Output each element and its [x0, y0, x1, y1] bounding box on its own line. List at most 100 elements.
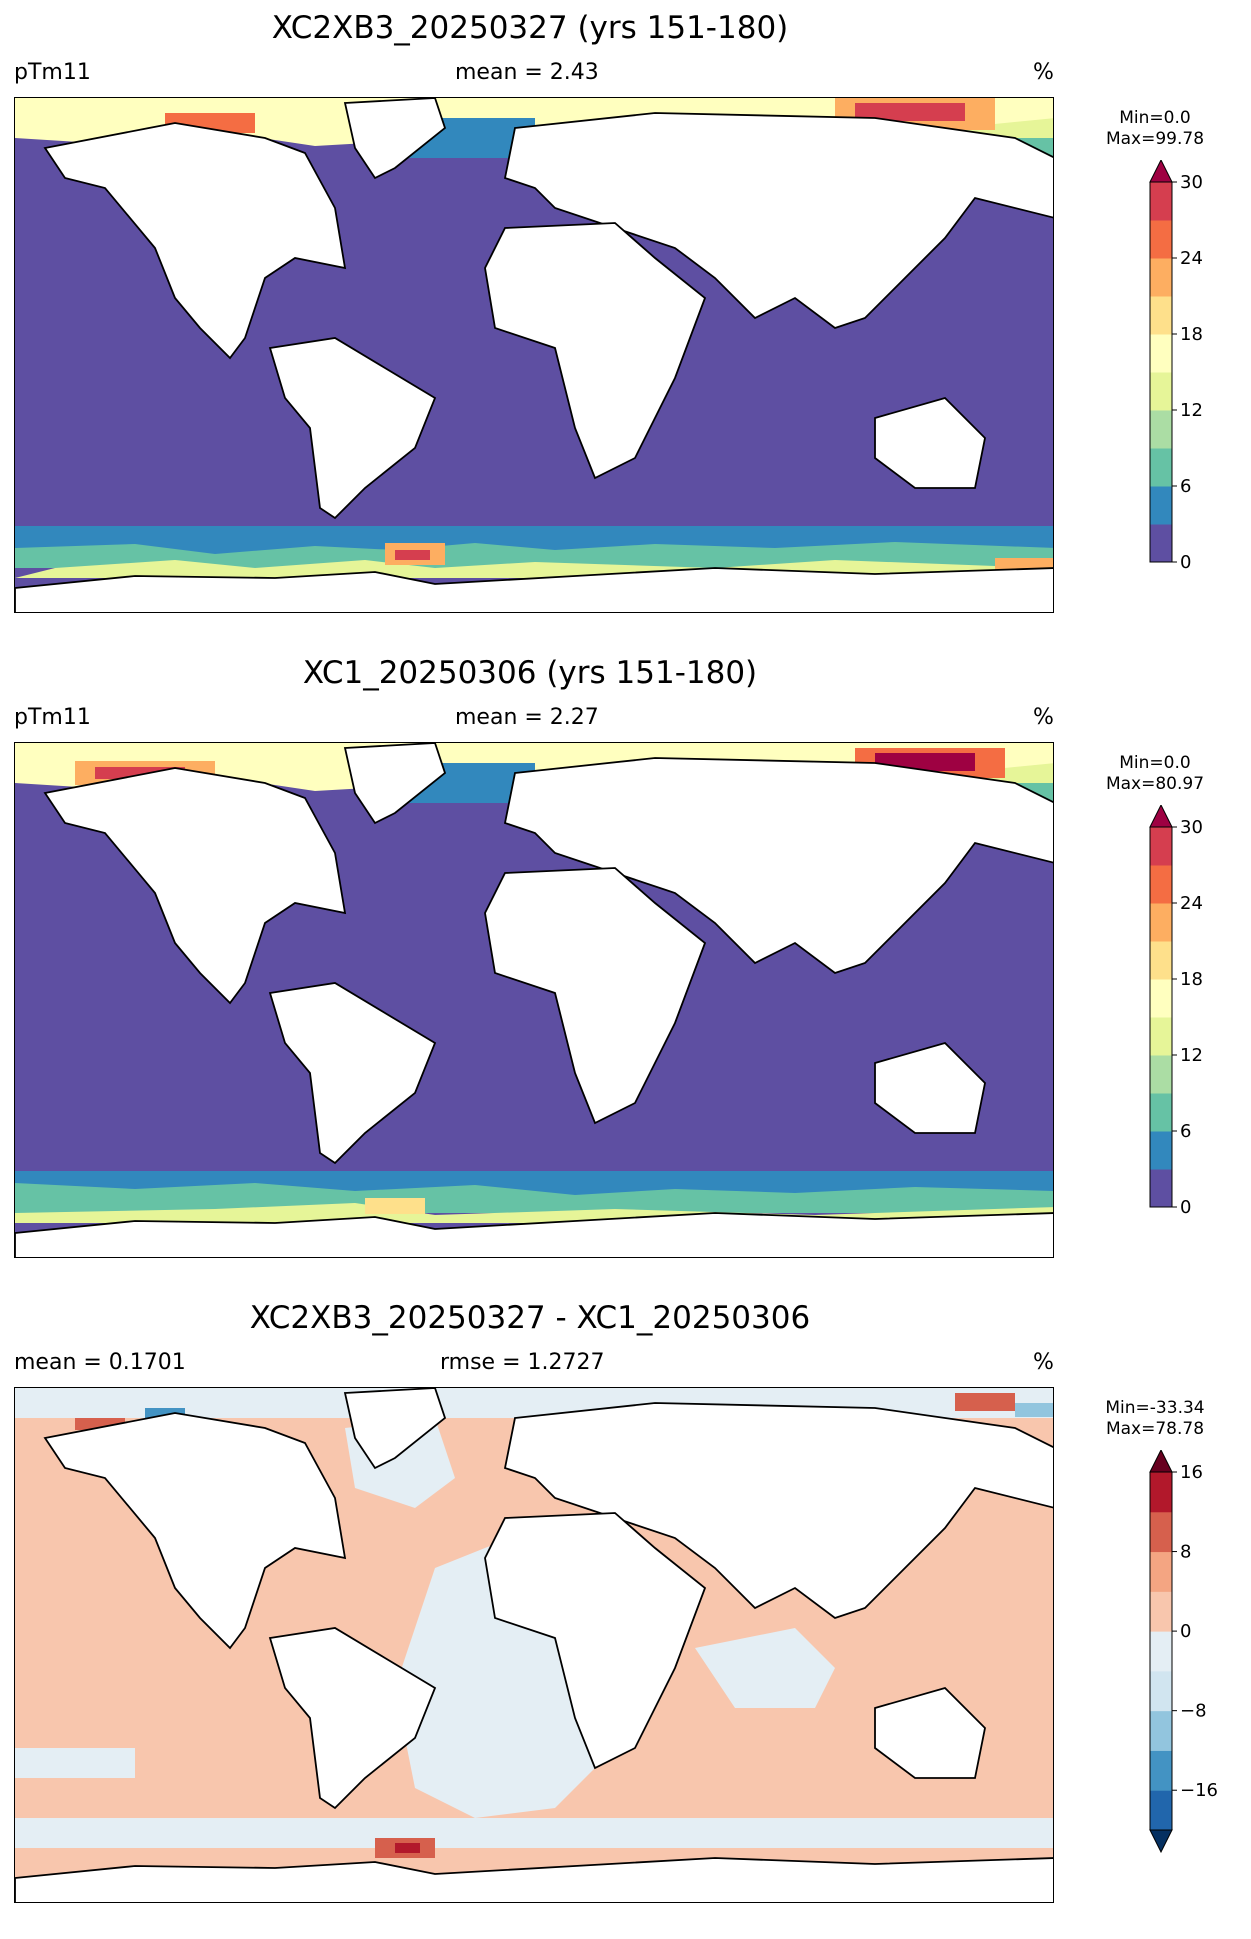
- south-america: [268, 337, 437, 520]
- world-map: [14, 97, 1054, 613]
- landmasses: [15, 98, 1053, 612]
- units-label: %: [1033, 60, 1054, 85]
- colorbar-tick-label: −16: [1180, 1780, 1218, 1801]
- colorbar-segment: [1150, 1093, 1172, 1132]
- colorbar-segment: [1150, 979, 1172, 1018]
- colorbar-tick-label: 24: [1180, 248, 1203, 269]
- mean-label: mean = 2.43: [455, 60, 599, 85]
- colorbar: 0 6 12 18 24 30: [1130, 158, 1203, 574]
- colorbar-tick-label: 0: [1180, 552, 1191, 570]
- panel-title: XC2XB3_20250327 (yrs 151-180): [271, 10, 789, 46]
- colorbar-tick-label: 18: [1180, 969, 1203, 990]
- colorbar-tick-label: 12: [1180, 400, 1203, 421]
- near-zero-region: [695, 1628, 835, 1708]
- colorbar-segment: [1150, 410, 1172, 449]
- colorbar-segment: [1150, 1055, 1172, 1094]
- mean-label: mean = 2.27: [455, 705, 599, 730]
- min-max-label: Min=0.0 Max=99.78: [1080, 108, 1230, 150]
- panel-title: XC1_20250306 (yrs 151-180): [302, 655, 758, 691]
- colorbar-segment: [1150, 1790, 1172, 1831]
- colorbar-segment: [1150, 1169, 1172, 1208]
- southern-band: [15, 1183, 1053, 1213]
- southern-band: [15, 542, 1053, 568]
- arctic-hotspot: [855, 103, 965, 121]
- south-america: [268, 1627, 437, 1810]
- world-map: [14, 742, 1054, 1258]
- colorbar-tick-label: −8: [1180, 1701, 1207, 1722]
- africa: [484, 222, 707, 480]
- colorbar: 0 6 12 18 24 30: [1130, 803, 1203, 1219]
- colorbar-tick-label: 16: [1180, 1462, 1203, 1483]
- panel-title: XC2XB3_20250327 - XC1_20250306: [249, 1300, 811, 1336]
- units-label: %: [1033, 705, 1054, 730]
- colorbar-svg: −16 −8 0 8 16: [1149, 1448, 1218, 1854]
- colorbar-tick-label: 18: [1180, 324, 1203, 345]
- max-value: Max=78.78: [1105, 1419, 1205, 1439]
- colorbar-segment: [1150, 1017, 1172, 1056]
- colorbar-outline: [1149, 1471, 1173, 1831]
- australia: [874, 1041, 986, 1134]
- north-america: [43, 767, 347, 1005]
- colorbar-segment: [1150, 1670, 1172, 1712]
- world-map: [14, 1387, 1054, 1903]
- eurasia: [503, 1402, 1053, 1620]
- colorbar-segment: [1150, 1750, 1172, 1791]
- max-value: Max=80.97: [1105, 774, 1205, 794]
- australia: [874, 396, 986, 489]
- colorbar-segment: [1150, 1631, 1172, 1672]
- panel-3: XC2XB3_20250327 - XC1_20250306 mean = 0.…: [0, 1290, 1251, 1939]
- colorbar-max-extension: [1149, 803, 1173, 828]
- positive-hotspot: [955, 1393, 1015, 1411]
- colorbar-segment: [1150, 865, 1172, 904]
- greenland: [343, 1388, 447, 1470]
- min-value: Min=0.0: [1119, 753, 1191, 773]
- min-max-label: Min=-33.34 Max=78.78: [1080, 1398, 1230, 1440]
- min-value: Min=0.0: [1119, 108, 1191, 128]
- colorbar-segment: [1150, 827, 1172, 866]
- colorbar-segment: [1150, 1551, 1172, 1592]
- south-america: [268, 982, 437, 1165]
- landmasses: [15, 1388, 1053, 1902]
- colorbar-segment: [1150, 1511, 1172, 1553]
- australia: [874, 1686, 986, 1779]
- max-value: Max=99.78: [1105, 129, 1205, 149]
- colorbar-segment: [1150, 1710, 1172, 1751]
- colorbar-segment: [1150, 1472, 1172, 1513]
- southern-hotspot: [365, 1198, 425, 1214]
- colorbar-segment: [1150, 296, 1172, 335]
- antarctica: [15, 1857, 1053, 1902]
- north-america: [43, 1412, 347, 1650]
- southern-hotspot: [395, 550, 430, 560]
- colorbar-segment: [1150, 182, 1172, 221]
- landmasses: [15, 743, 1053, 1257]
- africa: [484, 1512, 707, 1770]
- colorbar-tick-label: 0: [1180, 1621, 1191, 1642]
- colorbar-segment: [1150, 258, 1172, 297]
- eurasia: [503, 112, 1053, 330]
- colorbar-tick-label: 8: [1180, 1542, 1191, 1563]
- panel-1: XC2XB3_20250327 (yrs 151-180) pTm11 mean…: [0, 0, 1251, 640]
- africa: [484, 867, 707, 1125]
- eurasia: [503, 757, 1053, 975]
- colorbar-outline: [1149, 181, 1173, 563]
- rmse-label: rmse = 1.2727: [440, 1350, 605, 1375]
- near-zero-region: [15, 1748, 135, 1778]
- colorbar-segment: [1150, 1131, 1172, 1170]
- colorbar-tick-label: 12: [1180, 1045, 1203, 1066]
- negative-hotspot: [1015, 1403, 1053, 1417]
- colorbar-segment: [1150, 524, 1172, 563]
- positive-hotspot: [395, 1843, 420, 1853]
- colorbar-tick-label: 30: [1180, 817, 1203, 838]
- antarctica: [15, 567, 1053, 612]
- min-value: Min=-33.34: [1105, 1398, 1205, 1418]
- antarctica: [15, 1212, 1053, 1257]
- greenland: [343, 98, 447, 180]
- colorbar-segment: [1150, 903, 1172, 942]
- colorbar-tick-label: 30: [1180, 172, 1203, 193]
- colorbar-max-extension: [1149, 1448, 1173, 1473]
- colorbar-segment: [1150, 941, 1172, 980]
- colorbar-segment: [1150, 1591, 1172, 1632]
- colorbar-tick-label: 6: [1180, 476, 1191, 497]
- north-america: [43, 122, 347, 360]
- colorbar-segment: [1150, 448, 1172, 487]
